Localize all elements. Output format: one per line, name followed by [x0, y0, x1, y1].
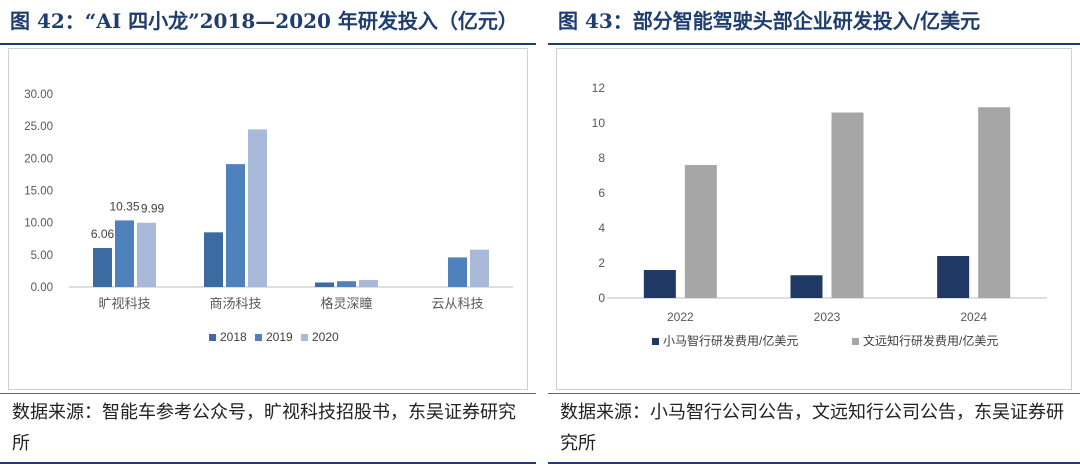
x-category-label: 商汤科技: [209, 297, 261, 312]
bar-文远知行研发费用/亿美元-2024: [978, 107, 1011, 298]
data-label: 6.06: [91, 227, 115, 241]
y-tick-label: 10: [592, 116, 606, 130]
source-rule: [548, 393, 1080, 394]
source-rule: [0, 393, 536, 394]
y-tick-label: 15.00: [24, 186, 53, 198]
bar-2020-格灵深瞳: [359, 279, 378, 287]
x-category-label: 2022: [667, 310, 694, 324]
bar-小马智行研发费用/亿美元-2024: [937, 256, 970, 298]
bar-2019-格灵深瞳: [337, 281, 356, 287]
y-tick-label: 10.00: [24, 218, 53, 230]
y-tick-label: 0.00: [31, 282, 53, 294]
figure-42-chart-area: 0.00 5.00 10.00 15.00 20.00 25.00 30.00 旷视科技 商汤科…: [8, 48, 528, 390]
legend-swatch: [301, 334, 308, 341]
figure-43-chart: 0 2 4 6 8 10 12 2022 2023 2024 小马智行研发费用/亿美元 文远知行研发费…: [592, 81, 1047, 348]
bar-2018-旷视科技: [93, 248, 112, 287]
bar-文远知行研发费用/亿美元-2022: [684, 165, 717, 298]
bar-2019-云从科技: [448, 257, 467, 287]
legend-label: 小马智行研发费用/亿美元: [663, 333, 798, 348]
y-tick-label: 20.00: [24, 153, 53, 165]
x-category-label: 旷视科技: [98, 297, 150, 312]
title-rule: [548, 43, 1080, 45]
y-tick-label: 30.00: [24, 89, 53, 101]
y-tick-label: 25.00: [24, 121, 53, 133]
bar-2018-格灵深瞳: [315, 282, 334, 287]
legend-swatch: [652, 338, 659, 345]
y-tick-label: 4: [598, 221, 605, 235]
figure-42-title: 图 42：“AI 四小龙”2018—2020 年研发投入（亿元）: [10, 9, 518, 33]
figure-43-title: 图 43：部分智能驾驶头部企业研发投入/亿美元: [558, 9, 981, 33]
legend-swatch: [255, 334, 262, 341]
figure-43-panel: 图 43：部分智能驾驶头部企业研发投入/亿美元 0 2 4 6 8 10 12 2022 202…: [548, 0, 1080, 464]
bottom-rule: [0, 462, 536, 464]
y-tick-label: 12: [592, 81, 606, 95]
legend-swatch: [852, 338, 859, 345]
bar-2020-旷视科技: [137, 222, 156, 287]
y-tick-label: 5.00: [31, 250, 53, 262]
bottom-rule: [548, 462, 1080, 464]
data-label: 10.35: [109, 199, 139, 213]
y-tick-label: 6: [598, 186, 605, 200]
legend-label: 2018: [220, 330, 247, 344]
legend-label: 文远知行研发费用/亿美元: [863, 333, 998, 348]
x-category-label: 2023: [814, 310, 841, 324]
figure-42-chart: 0.00 5.00 10.00 15.00 20.00 25.00 30.00 旷视科技 商汤科…: [24, 89, 513, 344]
data-label: 9.99: [141, 202, 165, 216]
figure-42-source: 数据来源：智能车参考公众号，旷视科技招股书，东吴证券研究所: [12, 402, 516, 454]
y-tick-label: 8: [598, 151, 605, 165]
x-category-label: 云从科技: [431, 297, 483, 312]
y-tick-label: 0: [598, 291, 605, 305]
bar-2020-商汤科技: [248, 129, 267, 287]
bar-2019-旷视科技: [115, 220, 134, 287]
bar-2019-商汤科技: [226, 164, 245, 287]
y-tick-label: 2: [598, 256, 605, 270]
legend-swatch: [209, 334, 216, 341]
figure-42-panel: 图 42：“AI 四小龙”2018—2020 年研发投入（亿元） 0.00 5.0…: [0, 0, 536, 464]
bar-小马智行研发费用/亿美元-2022: [643, 270, 676, 298]
bar-小马智行研发费用/亿美元-2023: [790, 275, 823, 298]
legend-label: 2019: [266, 330, 293, 344]
bar-文远知行研发费用/亿美元-2023: [831, 112, 864, 298]
bar-2018-商汤科技: [204, 232, 223, 287]
x-category-label: 2024: [960, 310, 987, 324]
x-category-label: 格灵深瞳: [320, 296, 372, 312]
legend-label: 2020: [312, 330, 339, 344]
bar-2020-云从科技: [470, 249, 489, 287]
figure-43-chart-area: 0 2 4 6 8 10 12 2022 2023 2024 小马智行研发费用/亿美元 文远知行研发费…: [556, 48, 1072, 390]
title-rule: [0, 43, 536, 45]
figure-43-source: 数据来源：小马智行公司公告，文远知行公司公告，东吴证券研究所: [560, 402, 1064, 454]
